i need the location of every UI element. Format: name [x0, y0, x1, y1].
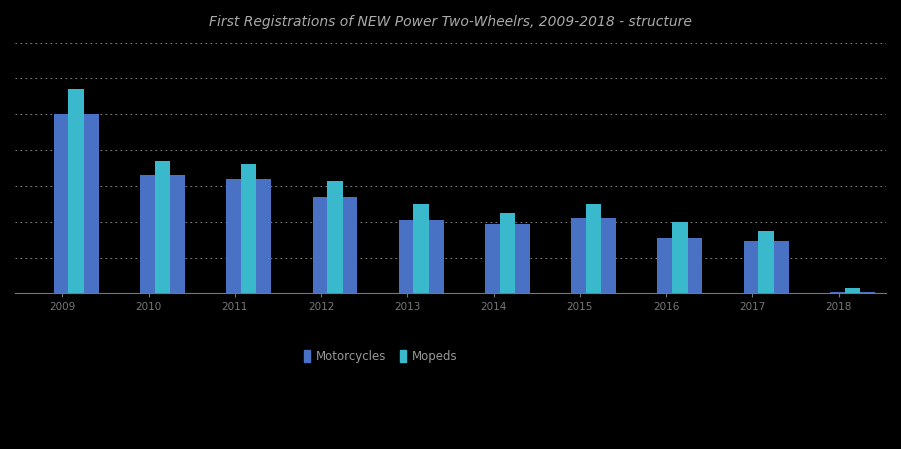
Bar: [485, 224, 530, 293]
Bar: [571, 218, 616, 293]
Bar: [844, 288, 860, 293]
Bar: [399, 220, 443, 293]
Bar: [658, 238, 702, 293]
Bar: [68, 89, 84, 293]
Bar: [830, 292, 875, 293]
Bar: [672, 222, 687, 293]
Bar: [586, 204, 601, 293]
Bar: [327, 180, 342, 293]
Bar: [155, 161, 170, 293]
Bar: [500, 213, 515, 293]
Legend: Motorcycles, Mopeds: Motorcycles, Mopeds: [299, 345, 462, 368]
Bar: [241, 164, 257, 293]
Bar: [54, 114, 98, 293]
Title: First Registrations of NEW Power Two-Wheelrs, 2009-2018 - structure: First Registrations of NEW Power Two-Whe…: [209, 15, 692, 29]
Bar: [414, 204, 429, 293]
Bar: [226, 179, 271, 293]
Bar: [140, 175, 185, 293]
Bar: [759, 231, 774, 293]
Bar: [313, 197, 358, 293]
Bar: [743, 242, 788, 293]
